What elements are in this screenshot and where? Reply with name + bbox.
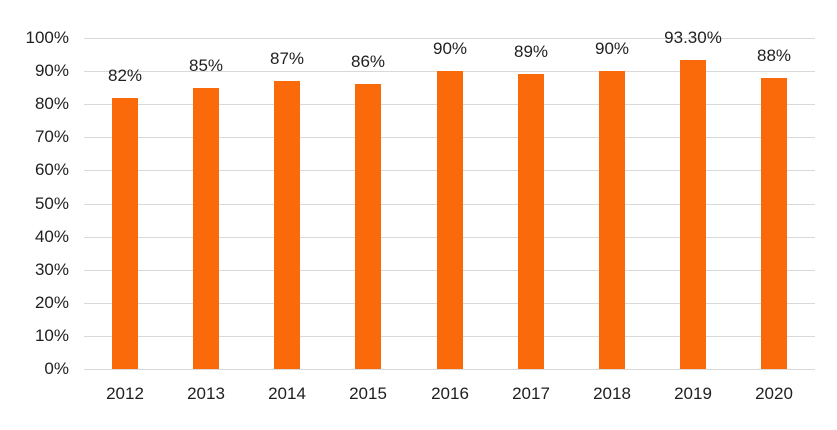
y-axis-tick-label: 50% xyxy=(34,194,69,213)
bar xyxy=(112,98,138,369)
bar xyxy=(355,84,381,369)
bar xyxy=(437,71,463,369)
y-axis-tick-label: 40% xyxy=(34,227,69,246)
bar-value-label: 90% xyxy=(594,39,630,58)
bar-value-label: 82% xyxy=(107,66,143,85)
bar xyxy=(193,88,219,369)
x-axis-category-label: 2014 xyxy=(268,384,306,403)
bar xyxy=(274,81,300,369)
x-axis-category-label: 2013 xyxy=(187,384,225,403)
x-axis-category-label: 2019 xyxy=(674,384,712,403)
bar xyxy=(599,71,625,369)
y-axis-tick-label: 80% xyxy=(34,94,69,113)
x-axis-category-label: 2020 xyxy=(755,384,793,403)
bar-value-label: 93.30% xyxy=(664,28,722,47)
bar-value-label: 85% xyxy=(188,56,224,75)
bar xyxy=(680,60,706,369)
x-axis-category-label: 2016 xyxy=(431,384,469,403)
bar-value-label: 89% xyxy=(513,42,549,61)
x-axis-category-label: 2012 xyxy=(106,384,144,403)
bar xyxy=(761,78,787,369)
bar-value-label: 86% xyxy=(350,52,386,71)
y-axis-tick-label: 90% xyxy=(34,61,69,80)
y-axis-tick-label: 10% xyxy=(34,326,69,345)
bar-value-label: 87% xyxy=(269,49,305,68)
y-axis-tick-label: 0% xyxy=(44,359,69,378)
gridline xyxy=(84,369,815,370)
x-axis-category-label: 2017 xyxy=(512,384,550,403)
gridline xyxy=(84,38,815,39)
y-axis-tick-label: 30% xyxy=(34,260,69,279)
y-axis-tick-label: 20% xyxy=(34,293,69,312)
y-axis-tick-label: 60% xyxy=(34,160,69,179)
x-axis-category-label: 2018 xyxy=(593,384,631,403)
bar-value-label: 90% xyxy=(432,39,468,58)
y-axis-tick-label: 70% xyxy=(34,127,69,146)
bar-value-label: 88% xyxy=(756,46,792,65)
y-axis-tick-label: 100% xyxy=(25,28,69,47)
x-axis-category-label: 2015 xyxy=(349,384,387,403)
bar xyxy=(518,74,544,369)
